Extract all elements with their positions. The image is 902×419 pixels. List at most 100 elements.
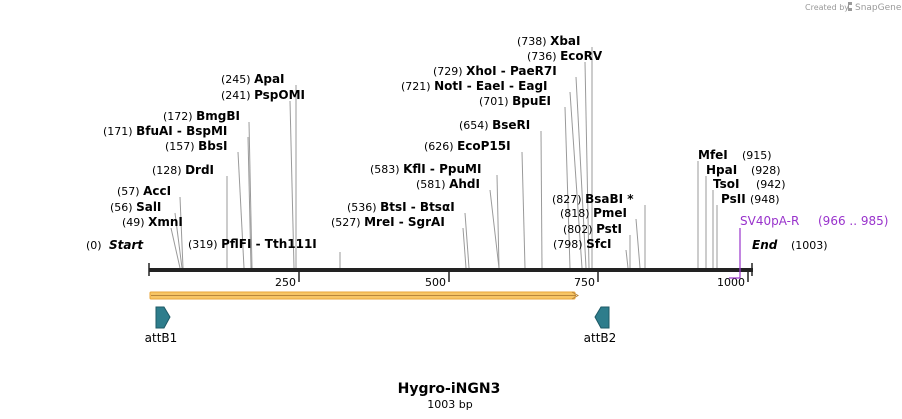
enzyme-site[interactable]: (245) ApaI — [221, 72, 285, 86]
enzyme-site[interactable]: (654) BseRI — [459, 118, 530, 132]
start-name: Start — [109, 238, 144, 252]
enzyme-name: BspMI — [186, 124, 227, 138]
enzyme-name: BtsI — [380, 200, 407, 214]
enzyme-site[interactable]: (701) BpuEI — [479, 94, 551, 108]
enzyme-site[interactable]: (738) XbaI — [517, 34, 580, 48]
enzyme-site[interactable]: (49) XmnI — [122, 215, 183, 229]
orf-arrow[interactable] — [149, 291, 579, 300]
attb2-arrow-icon — [594, 306, 610, 329]
cut-site-line — [564, 106, 571, 269]
enzyme-name: BpuEI — [512, 94, 551, 108]
site-position: (128) — [152, 164, 185, 177]
cut-site-line — [179, 196, 184, 269]
primer-sv40pa-r[interactable]: SV40pA-R (966 .. 985) — [729, 214, 888, 279]
svg-text:(721) NotI - EaeI - EagI: (721) NotI - EaeI - EagI — [401, 79, 548, 93]
cut-site-line — [569, 91, 583, 269]
cut-site-line — [489, 189, 500, 269]
svg-text:(57) AccI: (57) AccI — [117, 184, 171, 198]
cut-site-line — [496, 174, 500, 269]
enzyme-name: EcoP15I — [457, 139, 511, 153]
enzyme-site[interactable]: (583) KflI - PpuMI — [370, 162, 481, 176]
cut-site-line — [247, 136, 252, 269]
enzyme-name: XhoI — [466, 64, 497, 78]
enzyme-site[interactable]: (241) PspOMI — [221, 88, 305, 102]
enzyme-site[interactable]: (157) BbsI — [165, 139, 227, 153]
site-position: (536) — [347, 201, 380, 214]
enzyme-site[interactable]: (721) NotI - EaeI - EagI — [401, 79, 548, 93]
enzyme-name: HpaI — [706, 163, 737, 177]
enzyme-site[interactable]: (128) DrdI — [152, 163, 214, 177]
enzyme-name: DrdI — [185, 163, 214, 177]
enzyme-site[interactable]: (818) PmeI — [560, 206, 627, 220]
enzyme-name: PspOMI — [254, 88, 305, 102]
site-separator: - — [251, 237, 264, 251]
enzyme-name: NotI — [434, 79, 463, 93]
enzyme-site[interactable]: (729) XhoI - PaeR7I — [433, 64, 557, 78]
site-position: (626) — [424, 140, 457, 153]
enzyme-name: EagI — [518, 79, 547, 93]
start-position: (0) — [86, 239, 102, 252]
cut-site-line — [635, 218, 641, 269]
enzyme-site[interactable]: (581) AhdI — [416, 177, 480, 191]
site-position: (527) — [331, 216, 364, 229]
svg-text:(128) DrdI: (128) DrdI — [152, 163, 214, 177]
end-label: End (1003) — [752, 238, 828, 252]
brand-name: SnapGene — [855, 3, 902, 13]
map-length: 1003 bp — [427, 398, 472, 411]
svg-text:(818) PmeI: (818) PmeI — [560, 206, 627, 220]
enzyme-site[interactable]: (736) EcoRV — [527, 49, 603, 63]
enzyme-name: ApaI — [254, 72, 284, 86]
enzyme-site[interactable]: (626) EcoP15I — [424, 139, 511, 153]
enzyme-name: PstI — [596, 222, 622, 236]
primer-range: (966 .. 985) — [818, 214, 888, 228]
site-position: (56) — [110, 201, 136, 214]
enzyme-name: PflFI — [221, 237, 251, 251]
ruler-ticks: 250 500 750 1000 — [275, 272, 749, 289]
snapgene-brand: Created by SnapGene — [805, 2, 902, 13]
enzyme-site[interactable]: (536) BtsI - BtsαI — [347, 200, 455, 214]
site-position: (171) — [103, 125, 136, 138]
enzyme-site[interactable]: (56) SalI — [110, 200, 161, 214]
site-position: (721) — [401, 80, 434, 93]
enzyme-site[interactable]: (319) PflFI - Tth111I — [188, 237, 317, 251]
site-position: (948) — [750, 193, 780, 206]
feature-attb2[interactable]: attB2 — [584, 306, 617, 345]
enzyme-name: SgrAI — [408, 215, 445, 229]
site-position: (827) — [552, 193, 585, 206]
attb1-arrow-icon — [155, 306, 171, 329]
enzyme-site[interactable]: (798) SfcI — [553, 237, 612, 251]
svg-text:(729) XhoI - PaeR7I: (729) XhoI - PaeR7I — [433, 64, 557, 78]
svg-text:(654) BseRI: (654) BseRI — [459, 118, 530, 132]
feature-label: attB2 — [584, 331, 617, 345]
feature-attb1[interactable]: attB1 — [145, 306, 178, 345]
enzyme-site[interactable]: TsoI (942) — [713, 177, 786, 191]
cut-site-line — [625, 249, 629, 269]
enzyme-name: Tth111I — [265, 237, 317, 251]
svg-text:(802) PstI: (802) PstI — [563, 222, 622, 236]
enzyme-site[interactable]: (527) MreI - SgrAI — [331, 215, 445, 229]
site-position: (729) — [433, 65, 466, 78]
svg-text:(701) BpuEI: (701) BpuEI — [479, 94, 551, 108]
enzyme-site[interactable]: MfeI (915) — [698, 148, 772, 162]
enzyme-site[interactable]: (802) PstI — [563, 222, 622, 236]
cut-site-line — [462, 227, 467, 269]
enzyme-name: AccI — [143, 184, 171, 198]
site-position: (736) — [527, 50, 560, 63]
svg-text:(736) EcoRV: (736) EcoRV — [527, 49, 603, 63]
enzyme-site[interactable]: (57) AccI — [117, 184, 171, 198]
enzyme-site[interactable]: HpaI (928) — [706, 163, 781, 177]
end-position: (1003) — [791, 239, 828, 252]
enzyme-site[interactable]: (172) BmgBI — [163, 109, 240, 123]
enzyme-name: BtsαI — [420, 200, 455, 214]
enzyme-site[interactable]: (171) BfuAI - BspMI — [103, 124, 227, 138]
cut-site-line — [289, 100, 295, 269]
orf-arrowhead — [571, 291, 579, 300]
enzyme-site[interactable]: PsII (948) — [721, 192, 780, 206]
enzyme-site[interactable]: (827) BsaBI * — [552, 192, 634, 206]
tick-label-500: 500 — [425, 276, 446, 289]
site-separator: - — [463, 79, 476, 93]
enzyme-name: KflI — [403, 162, 426, 176]
svg-text:(319) PflFI - Tth111I: (319) PflFI - Tth111I — [188, 237, 317, 251]
svg-text:(157) BbsI: (157) BbsI — [165, 139, 227, 153]
